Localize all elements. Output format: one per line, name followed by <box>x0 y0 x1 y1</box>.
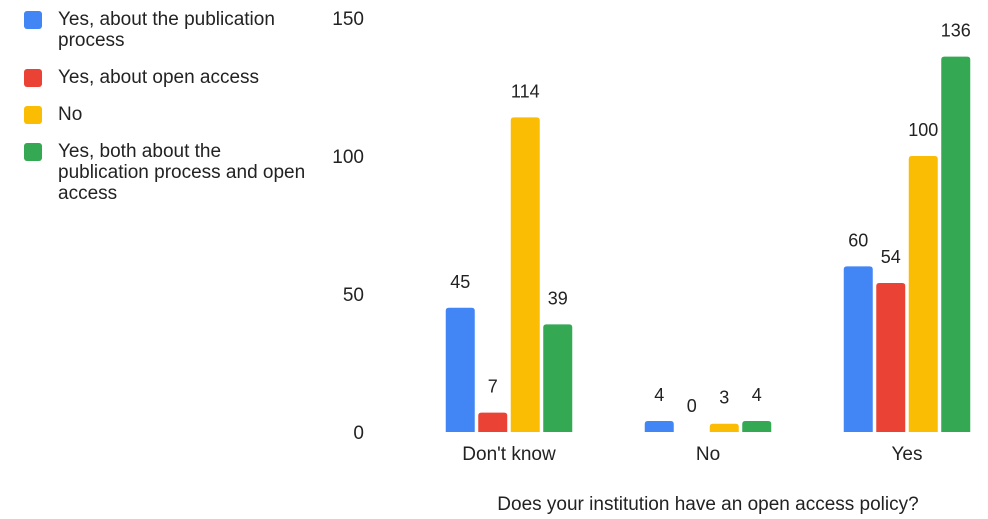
bar <box>510 117 540 433</box>
bar <box>941 56 971 432</box>
y-tick-label: 100 <box>332 147 364 168</box>
x-axis: Don't know No Yes <box>462 444 922 465</box>
data-label: 4 <box>752 385 762 405</box>
legend-swatch <box>24 143 42 161</box>
x-tick-label: Don't know <box>462 444 556 465</box>
data-labels: 45 7 114 39 4 0 3 4 60 54 100 136 <box>450 21 971 416</box>
data-label: 114 <box>511 81 540 101</box>
legend-item: Yes, about open access <box>24 67 314 88</box>
legend: Yes, about the publication process Yes, a… <box>24 9 314 220</box>
data-label: 136 <box>941 21 971 41</box>
data-label: 60 <box>848 230 868 250</box>
x-tick-label: No <box>696 444 720 465</box>
legend-item: No <box>24 104 314 125</box>
bar <box>478 412 508 432</box>
bar <box>843 266 873 432</box>
legend-label: Yes, both about the publication process … <box>58 141 306 204</box>
x-tick-label: Yes <box>892 444 923 465</box>
legend-label: Yes, about the publication process <box>58 9 275 51</box>
y-axis: 0 50 100 150 <box>332 9 364 444</box>
x-axis-title: Does your institution have an open acces… <box>497 494 918 515</box>
y-tick-label: 0 <box>353 423 364 444</box>
data-label: 45 <box>450 272 470 292</box>
legend-item: Yes, about the publication process <box>24 9 314 51</box>
bar <box>908 156 938 432</box>
data-label: 3 <box>719 388 729 408</box>
bar <box>644 420 674 432</box>
y-tick-label: 50 <box>343 285 364 306</box>
legend-label: No <box>58 104 83 125</box>
data-label: 0 <box>687 396 697 416</box>
data-label: 7 <box>488 377 498 397</box>
bar <box>445 307 475 432</box>
bars <box>445 56 971 433</box>
legend-swatch <box>24 11 42 29</box>
legend-swatch <box>24 69 42 87</box>
data-label: 39 <box>548 288 568 308</box>
bar <box>742 420 772 432</box>
legend-item: Yes, both about the publication process … <box>24 141 314 204</box>
y-tick-label: 150 <box>332 9 364 30</box>
bar <box>543 324 573 432</box>
data-label: 4 <box>654 385 664 405</box>
data-label: 54 <box>881 247 901 267</box>
bar <box>709 423 739 432</box>
legend-label: Yes, about open access <box>58 67 260 88</box>
bar <box>876 282 906 432</box>
legend-swatch <box>24 106 42 124</box>
data-label: 100 <box>908 120 938 140</box>
